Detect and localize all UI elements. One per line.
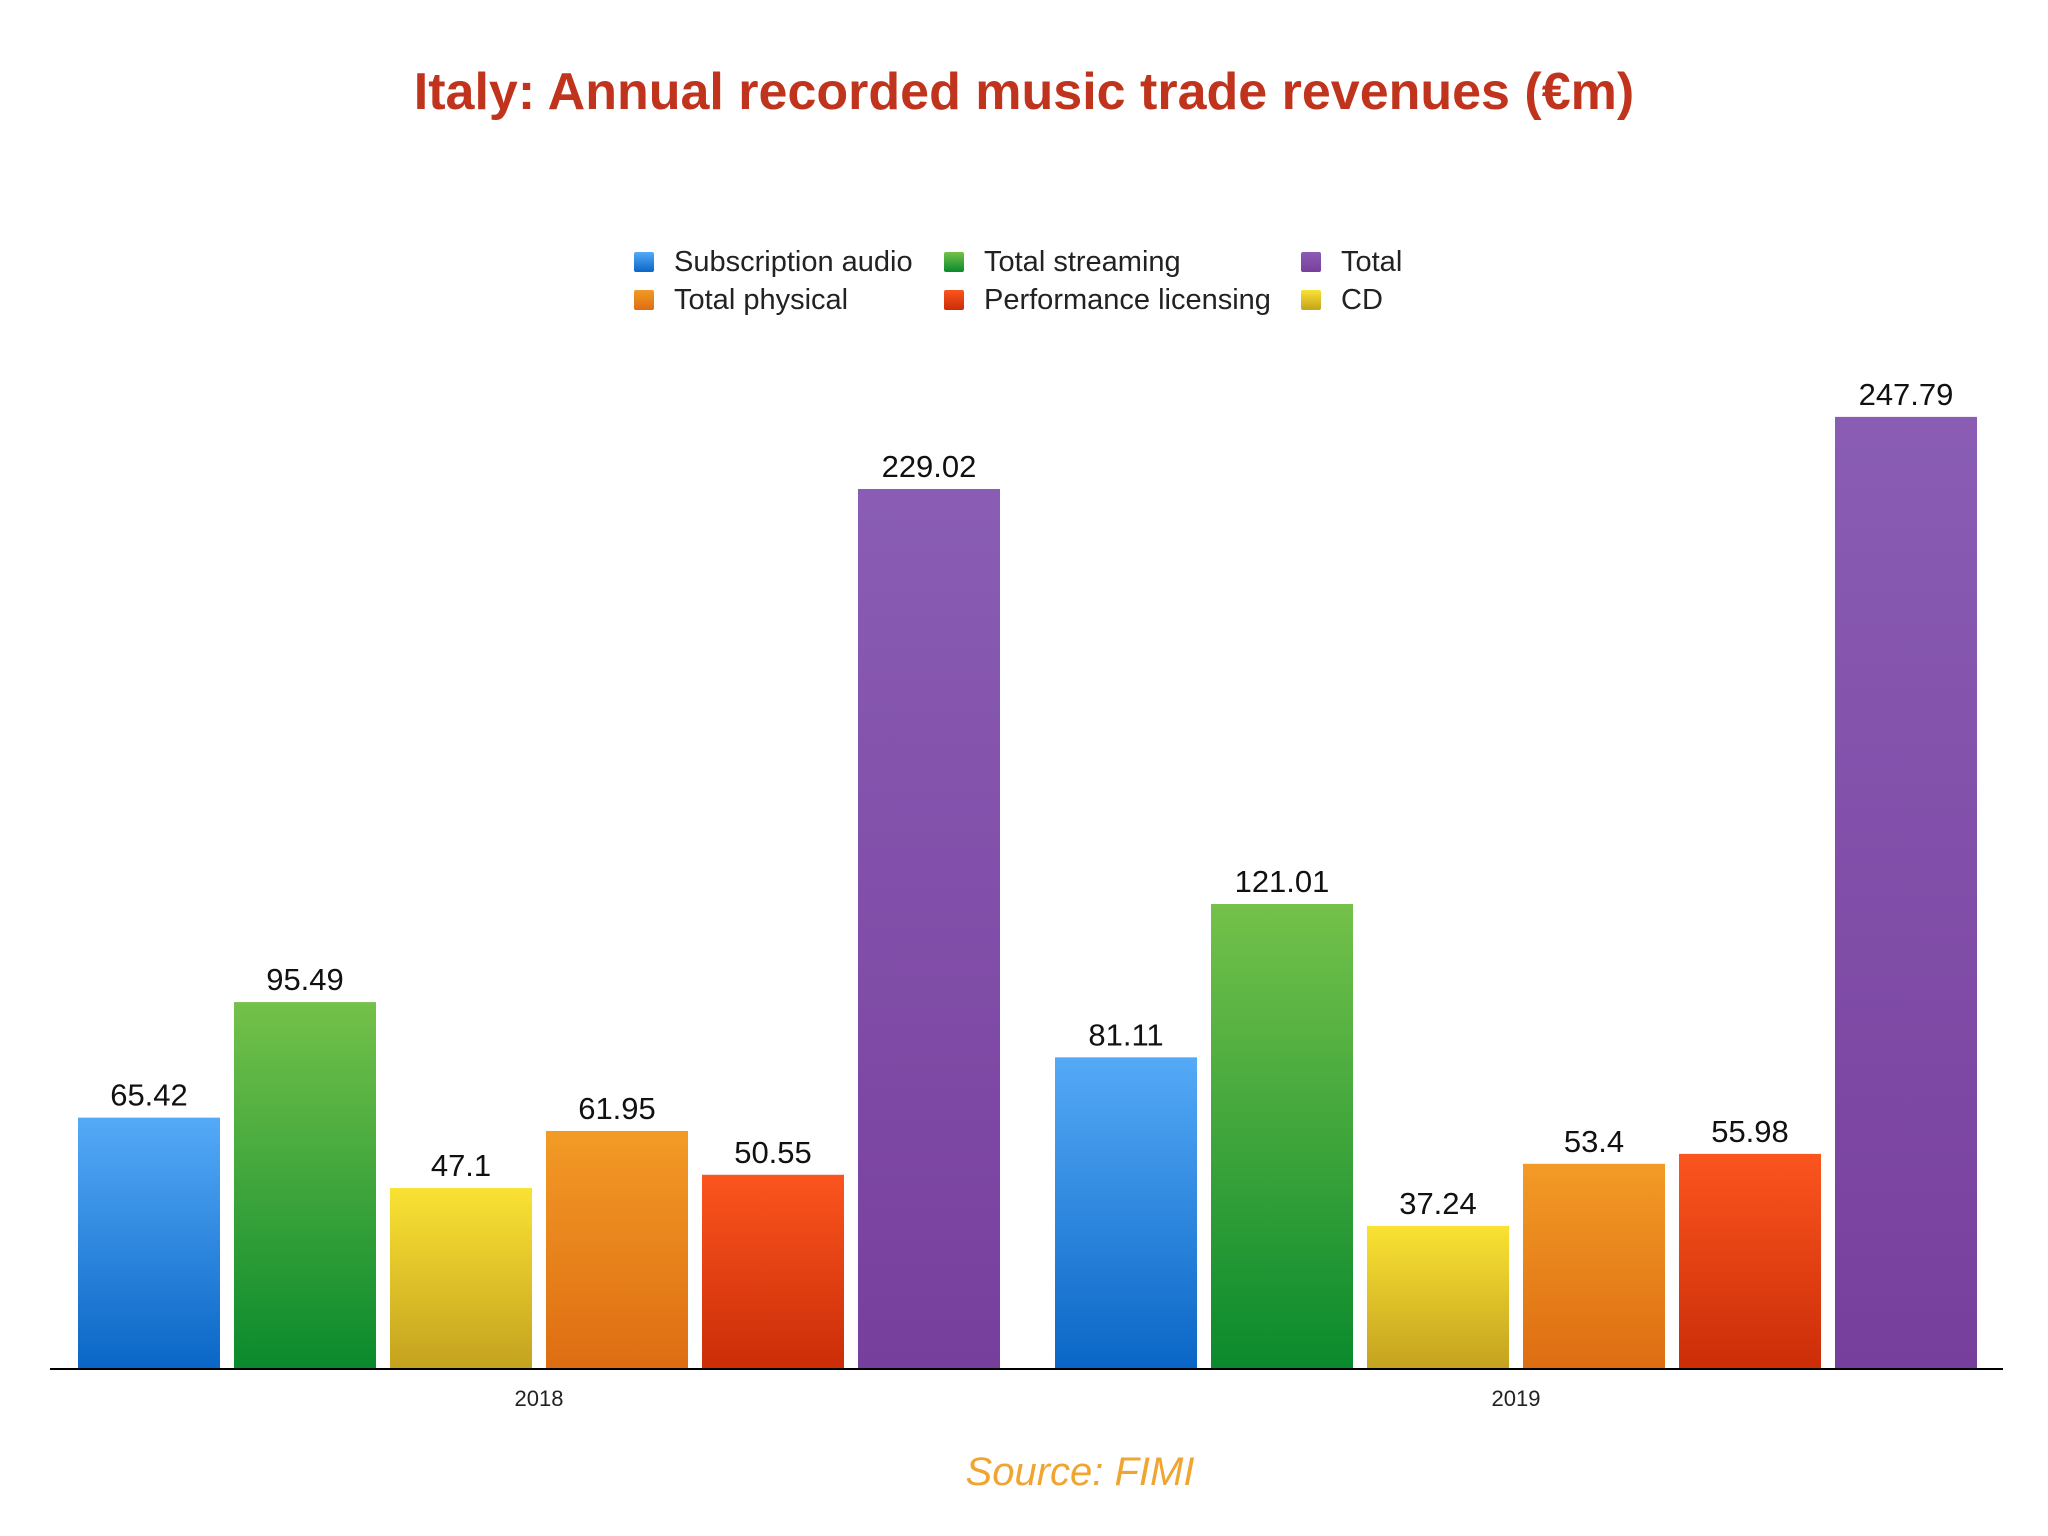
bar-value-label: 53.4 [1564, 1124, 1624, 1159]
bar-value-label: 81.11 [1088, 1017, 1163, 1052]
bar-value-label: 229.02 [882, 449, 977, 484]
legend-item: Total streaming [944, 245, 1301, 279]
legend-item: CD [1301, 283, 1451, 317]
value-labels-group: 65.42 95.49 47.1 61.95 50.55 229.02 81.11 121.0… [110, 377, 1953, 1221]
bars-group [78, 416, 1977, 1369]
bar [1211, 904, 1353, 1369]
legend-swatch [944, 290, 964, 310]
bar-value-label: 61.95 [578, 1091, 656, 1126]
legend-item: Total physical [634, 283, 944, 317]
legend-label: Total [1341, 245, 1403, 278]
legend-label: Performance licensing [984, 283, 1271, 316]
bar-value-label: 121.01 [1235, 864, 1330, 899]
x-tick-labels-group: 2018 2019 [515, 1386, 1541, 1411]
legend-swatch [944, 252, 964, 272]
legend-label: Total physical [674, 283, 849, 316]
legend-item: Subscription audio [634, 245, 944, 279]
legend-label: Total streaming [984, 245, 1181, 278]
bar [858, 489, 1000, 1369]
legend: Subscription audio Total streaming Total To… [634, 245, 1451, 317]
bar [1835, 416, 1977, 1369]
bar-value-label: 55.98 [1711, 1114, 1789, 1149]
x-tick-label: 2019 [1492, 1386, 1541, 1411]
legend-label: Subscription audio [674, 245, 913, 278]
bar [234, 1002, 376, 1369]
bar-value-label: 47.1 [431, 1148, 491, 1183]
bar [78, 1117, 220, 1369]
bar-value-label: 95.49 [266, 962, 344, 997]
bar [546, 1130, 688, 1369]
bar-value-label: 37.24 [1399, 1186, 1477, 1221]
legend-swatch [634, 290, 654, 310]
bar-value-label: 247.79 [1859, 377, 1954, 412]
bar-value-label: 50.55 [734, 1135, 812, 1170]
legend-swatch [1301, 252, 1321, 272]
legend-item: Performance licensing [944, 283, 1301, 317]
bar [702, 1174, 844, 1369]
bar [390, 1188, 532, 1369]
chart-title: Italy: Annual recorded music trade reven… [413, 63, 1635, 121]
bar [1055, 1057, 1197, 1369]
bar [1679, 1153, 1821, 1369]
legend-swatch [634, 252, 654, 272]
bar [1523, 1163, 1665, 1369]
x-tick-label: 2018 [515, 1386, 564, 1411]
legend-label: CD [1341, 283, 1383, 316]
bar-value-label: 65.42 [110, 1078, 188, 1113]
legend-swatch [1301, 290, 1321, 310]
bar [1367, 1225, 1509, 1369]
source-note: Source: FIMI [965, 1450, 1195, 1494]
legend-item: Total [1301, 245, 1451, 279]
